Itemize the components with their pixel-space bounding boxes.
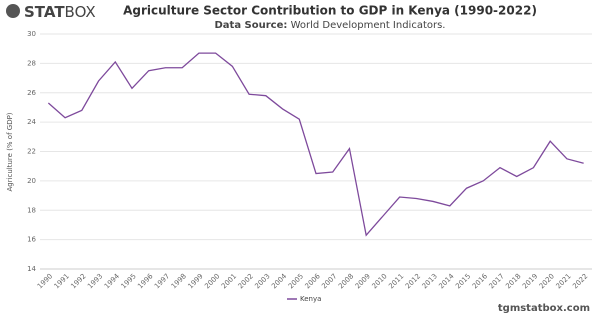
y-tick-label: 16 [27, 236, 36, 244]
y-axis-label: Agriculture (% of GDP) [6, 112, 14, 191]
logo-light: BOX [65, 3, 96, 21]
y-tick-label: 14 [27, 265, 36, 273]
y-tick-label: 22 [27, 148, 36, 156]
chart-subtitle: Data Source: World Development Indicator… [215, 20, 446, 31]
y-tick-label: 30 [27, 30, 36, 38]
line [47, 52, 584, 237]
y-tick-label: 20 [27, 177, 36, 185]
logo-icon [6, 4, 20, 18]
chart-title: Agriculture Sector Contribution to GDP i… [123, 4, 537, 18]
y-tick-label: 26 [27, 89, 36, 97]
y-tick-label: 28 [27, 59, 36, 67]
footer: tgmstatbox.com [498, 303, 590, 314]
logo: STATBOX [24, 3, 96, 21]
source: World Development Indicators. [291, 20, 446, 31]
source-label: Data Source: [215, 20, 288, 31]
logo-bold: STAT [24, 3, 65, 21]
legend-label: Kenya [300, 295, 321, 303]
y-tick-label: 24 [27, 118, 36, 126]
y-tick-label: 18 [27, 206, 36, 214]
